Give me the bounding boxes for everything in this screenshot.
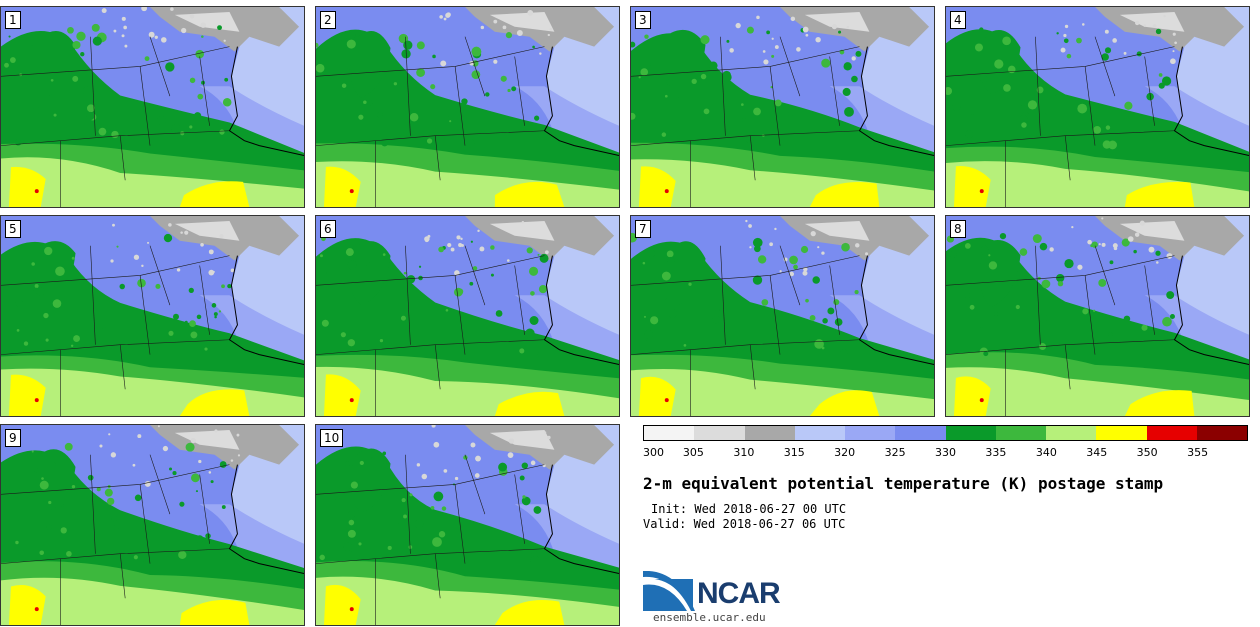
colorbar — [643, 425, 1248, 441]
map-panel-5: 5 — [0, 215, 305, 417]
colorbar-tick-label: 315 — [783, 446, 805, 459]
colorbar-tick-label: 335 — [985, 446, 1007, 459]
colorbar-tick-label: 350 — [1136, 446, 1158, 459]
colorbar-segment — [845, 426, 896, 440]
panel-number: 10 — [320, 429, 344, 447]
init-time: Init: Wed 2018-06-27 00 UTC — [651, 502, 847, 516]
colorbar-segment — [744, 426, 795, 440]
colorbar-tick-label: 325 — [884, 446, 906, 459]
colorbar-segment — [694, 426, 745, 440]
map-field — [316, 7, 619, 207]
map-field — [1, 216, 304, 416]
colorbar-segment — [1146, 426, 1197, 440]
colorbar-tick-label: 320 — [834, 446, 856, 459]
colorbar-segment — [895, 426, 946, 440]
map-panel-9: 9 — [0, 424, 305, 626]
colorbar-tick-label: 355 — [1187, 446, 1209, 459]
site-url: ensemble.ucar.edu — [653, 611, 766, 624]
map-field — [631, 216, 934, 416]
colorbar-segment — [644, 426, 695, 440]
panel-number: 7 — [635, 220, 651, 238]
map-panel-6: 6 — [315, 215, 620, 417]
map-panel-10: 10 — [315, 424, 620, 626]
colorbar-segment — [1196, 426, 1247, 440]
map-panel-8: 8 — [945, 215, 1250, 417]
colorbar-segment — [1096, 426, 1147, 440]
map-field — [946, 7, 1249, 207]
colorbar-tick-label: 300 — [643, 446, 664, 459]
colorbar-tick-label: 305 — [682, 446, 704, 459]
panel-number: 9 — [5, 429, 21, 447]
map-field — [1, 425, 304, 625]
chart-title: 2-m equivalent potential temperature (K)… — [643, 474, 1164, 493]
colorbar-labels: 300 305 310 315 320 325 330 335 340 345 350 355 — [643, 446, 1248, 460]
logo-text: NCAR — [697, 577, 781, 610]
map-panel-7: 7 — [630, 215, 935, 417]
map-field — [316, 425, 619, 625]
map-panel-2: 2 — [315, 6, 620, 208]
colorbar-segment — [794, 426, 845, 440]
panel-number: 6 — [320, 220, 336, 238]
valid-time: Valid: Wed 2018-06-27 06 UTC — [643, 517, 846, 531]
ncar-logo-icon — [643, 571, 695, 611]
map-field — [316, 216, 619, 416]
colorbar-tick-label: 340 — [1035, 446, 1057, 459]
panel-number: 1 — [5, 11, 21, 29]
colorbar-tick-label: 345 — [1086, 446, 1108, 459]
colorbar-tick-label: 330 — [935, 446, 956, 459]
map-panel-1: 1 — [0, 6, 305, 208]
map-panel-3: 3 — [630, 6, 935, 208]
map-field — [946, 216, 1249, 416]
colorbar-segment — [945, 426, 996, 440]
panel-number: 3 — [635, 11, 651, 29]
colorbar-segment — [1046, 426, 1097, 440]
colorbar-segment — [995, 426, 1046, 440]
map-panel-4: 4 — [945, 6, 1250, 208]
colorbar-tick-label: 310 — [733, 446, 755, 459]
panel-number: 5 — [5, 220, 21, 238]
panel-number: 8 — [950, 220, 966, 238]
panel-number: 2 — [320, 11, 336, 29]
panel-number: 4 — [950, 11, 966, 29]
map-field — [1, 7, 304, 207]
map-field — [631, 7, 934, 207]
